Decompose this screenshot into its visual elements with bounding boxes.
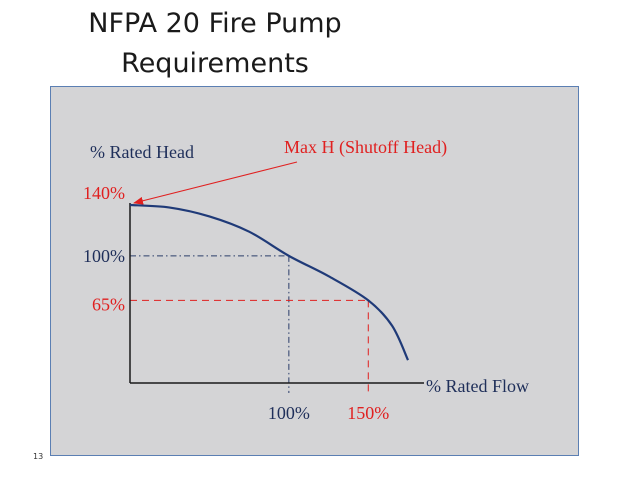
x-axis-label: % Rated Flow (426, 376, 529, 396)
axes (129, 203, 424, 384)
y-axis-label: % Rated Head (90, 142, 194, 162)
shutoff-head-annotation: Max H (Shutoff Head) (284, 137, 447, 158)
y-tick-label-2: 65% (92, 294, 125, 314)
slide-title-line-1: NFPA 20 Fire Pump (88, 8, 342, 39)
shutoff-head-arrow (133, 161, 298, 205)
curve-layer (129, 203, 410, 361)
reference-lines (130, 255, 369, 393)
x-tick-label-1: 150% (347, 403, 389, 423)
slide-title: NFPA 20 Fire Pump Requirements (40, 4, 390, 84)
slide-number: 13 (33, 452, 44, 461)
y-tick-label-0: 140% (83, 183, 125, 203)
pump-curve-line (129, 203, 410, 361)
slide-title-line-2: Requirements (121, 48, 309, 79)
x-tick-label-0: 100% (268, 403, 310, 423)
y-tick-label-1: 100% (83, 246, 125, 266)
chart-labels: % Rated Head % Rated Flow Max H (Shutoff H… (83, 137, 529, 423)
chart-panel (50, 86, 579, 456)
